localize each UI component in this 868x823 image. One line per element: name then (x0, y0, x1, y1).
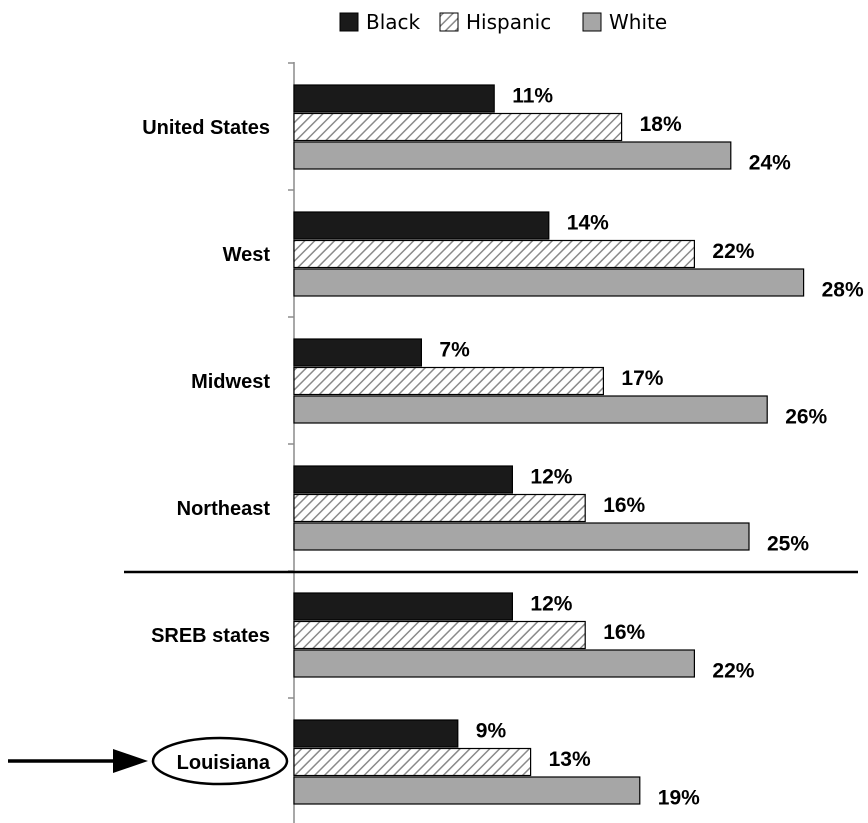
bar-white-united-states (293, 141, 732, 170)
bar-hispanic-united-states (293, 112, 623, 142)
annotations (8, 570, 858, 786)
value-label-white-louisiana: 19% (658, 787, 700, 810)
bar-white-west (293, 268, 805, 297)
category-axis (288, 62, 295, 823)
bar-hispanic-midwest (293, 366, 604, 396)
bar-black-midwest (293, 338, 423, 367)
value-label-white-northeast: 25% (767, 533, 809, 556)
bar-black-united-states (293, 84, 495, 113)
legend-label-hispanic: Hispanic (466, 10, 551, 34)
value-label-hispanic-louisiana: 13% (549, 748, 591, 771)
value-label-black-louisiana: 9% (476, 720, 507, 743)
legend-swatch-hispanic (439, 12, 459, 32)
bar-black-northeast (293, 465, 513, 494)
bar-white-sreb-states (293, 649, 695, 678)
bar-white-louisiana (293, 776, 641, 805)
bar-hispanic-west (293, 239, 695, 269)
bar-hispanic-northeast (293, 493, 586, 523)
value-label-black-sreb-states: 12% (530, 593, 572, 616)
bars (293, 84, 805, 805)
category-label-northeast: Northeast (177, 498, 271, 520)
bar-white-northeast (293, 522, 750, 551)
highlight-ellipse (151, 736, 289, 786)
value-label-white-west: 28% (822, 279, 864, 302)
bar-black-louisiana (293, 719, 459, 748)
value-label-hispanic-sreb-states: 16% (603, 621, 645, 644)
legend-label-black: Black (366, 10, 421, 34)
highlight-arrow-head (113, 749, 148, 773)
value-label-white-sreb-states: 22% (712, 660, 754, 683)
value-label-hispanic-united-states: 18% (640, 113, 682, 136)
legend-swatch-white (582, 12, 602, 32)
labels: United States 11% 18% 24% West 14% 22% 28% Midwe… (142, 85, 864, 810)
category-label-west: West (223, 244, 271, 266)
value-label-black-united-states: 11% (512, 85, 553, 108)
bar-hispanic-sreb-states (293, 620, 586, 650)
category-label-united-states: United States (142, 117, 270, 139)
legend-swatch-black (339, 12, 359, 32)
value-label-hispanic-midwest: 17% (621, 367, 663, 390)
value-label-black-midwest: 7% (439, 339, 470, 362)
value-label-white-united-states: 24% (749, 152, 791, 175)
value-label-hispanic-northeast: 16% (603, 494, 645, 517)
legend-label-white: White (609, 10, 667, 34)
category-label-sreb-states: SREB states (151, 625, 270, 647)
value-label-black-west: 14% (567, 212, 609, 235)
bar-black-west (293, 211, 550, 240)
value-label-white-midwest: 26% (785, 406, 827, 429)
value-label-hispanic-west: 22% (712, 240, 754, 263)
category-label-midwest: Midwest (191, 371, 270, 393)
bar-black-sreb-states (293, 592, 513, 621)
category-label-louisiana: Louisiana (177, 752, 271, 774)
bar-hispanic-louisiana (293, 747, 532, 777)
bar-white-midwest (293, 395, 768, 424)
legend: Black Hispanic White (339, 10, 667, 34)
value-label-black-northeast: 12% (530, 466, 572, 489)
